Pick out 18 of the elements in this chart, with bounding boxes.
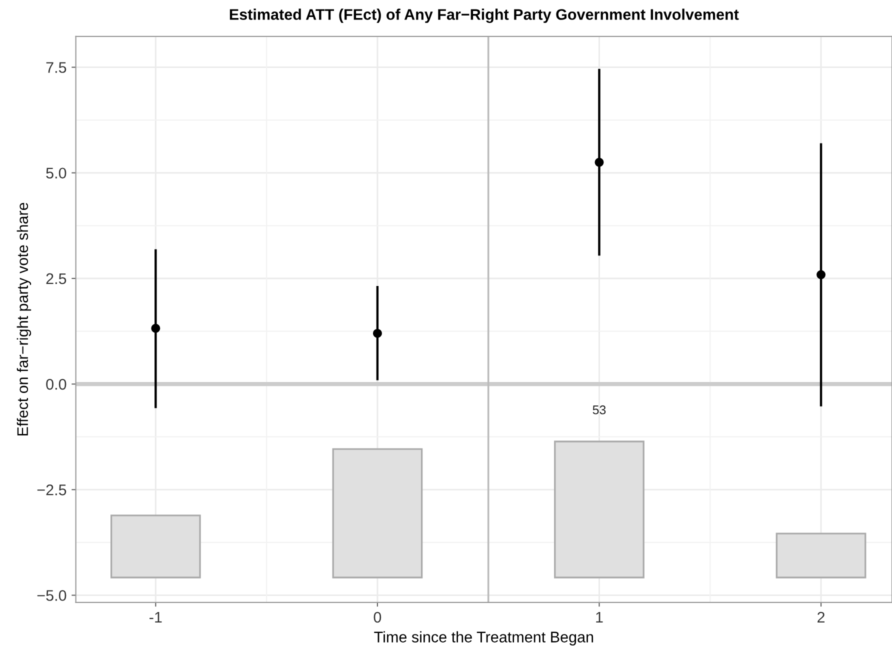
x-axis-title: Time since the Treatment Began: [374, 631, 594, 646]
chart-title: Estimated ATT (FEct) of Any Far−Right Party Government Involvement: [230, 8, 739, 23]
y-tick-label: −2.5: [37, 484, 66, 496]
annotation: 53: [592, 405, 606, 414]
y-tick-label: 0.0: [46, 378, 66, 390]
x-tick-label: 1: [596, 612, 603, 623]
point: [816, 270, 826, 280]
y-tick-label: −5.0: [37, 590, 66, 601]
point: [151, 324, 160, 333]
point: [372, 328, 382, 338]
x-tick-label: 2: [818, 612, 825, 623]
y-axis-title: Effect on far−right party vote share: [16, 202, 32, 436]
y-tick-label: 2.5: [46, 273, 66, 284]
x-tick-label: -1: [150, 612, 162, 623]
y-tick-label: 7.5: [46, 62, 66, 73]
point: [594, 158, 604, 167]
y-tick-label: 5.0: [46, 168, 66, 179]
x-tick-label: 0: [374, 612, 382, 623]
